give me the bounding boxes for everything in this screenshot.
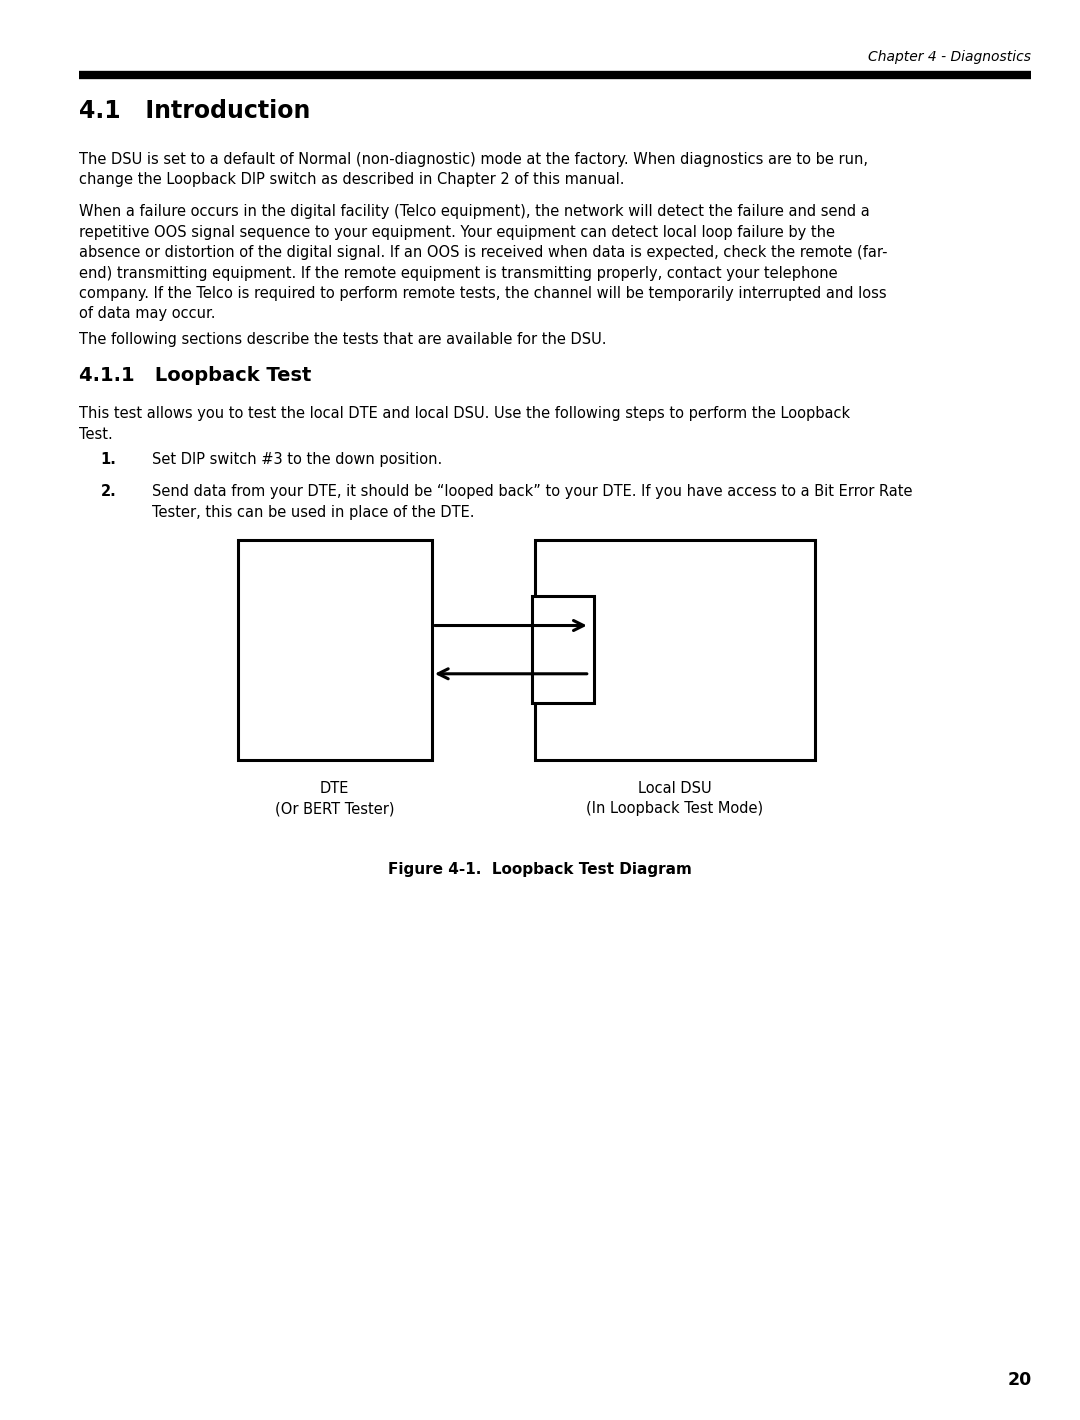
Text: 20: 20 [1008, 1370, 1031, 1389]
Text: Chapter 4 - Diagnostics: Chapter 4 - Diagnostics [868, 50, 1031, 64]
Text: Send data from your DTE, it should be “looped back” to your DTE. If you have acc: Send data from your DTE, it should be “l… [152, 484, 913, 520]
Bar [535, 540, 815, 760]
Text: 1.: 1. [100, 452, 117, 467]
Text: Set DIP switch #3 to the down position.: Set DIP switch #3 to the down position. [152, 452, 443, 467]
Text: Local DSU
(In Loopback Test Mode): Local DSU (In Loopback Test Mode) [586, 781, 764, 816]
Bar [532, 596, 594, 703]
Text: 2.: 2. [100, 484, 117, 500]
Bar [238, 540, 432, 760]
Text: DTE
(Or BERT Tester): DTE (Or BERT Tester) [275, 781, 394, 816]
Text: When a failure occurs in the digital facility (Telco equipment), the network wil: When a failure occurs in the digital fac… [79, 204, 888, 321]
Text: The following sections describe the tests that are available for the DSU.: The following sections describe the test… [79, 332, 606, 348]
Text: Figure 4-1.  Loopback Test Diagram: Figure 4-1. Loopback Test Diagram [388, 862, 692, 878]
Text: The DSU is set to a default of Normal (non-diagnostic) mode at the factory. When: The DSU is set to a default of Normal (n… [79, 152, 868, 187]
Text: 4.1   Introduction: 4.1 Introduction [79, 99, 310, 124]
Text: This test allows you to test the local DTE and local DSU. Use the following step: This test allows you to test the local D… [79, 406, 850, 442]
Text: 4.1.1   Loopback Test: 4.1.1 Loopback Test [79, 366, 311, 385]
